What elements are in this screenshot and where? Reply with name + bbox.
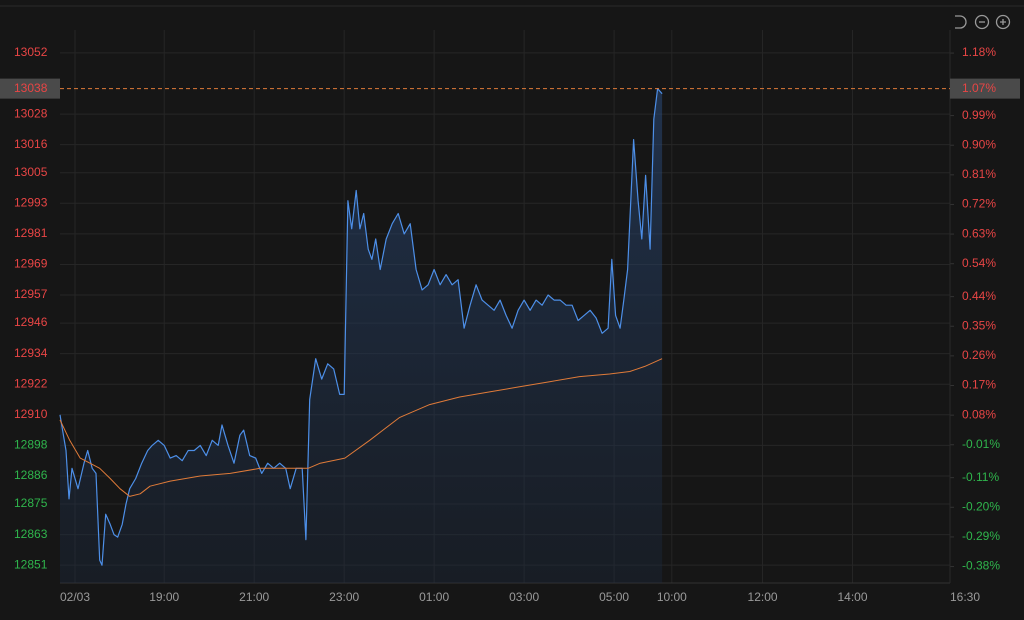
- y2-tick-label: 0.99%: [962, 108, 996, 122]
- x-tick-label: 23:00: [329, 590, 359, 604]
- y2-tick-label: 0.44%: [962, 289, 996, 303]
- y2-tick-label: -0.11%: [962, 470, 999, 484]
- y-tick-label: 12934: [14, 346, 48, 360]
- x-tick-label: 02/03: [60, 590, 90, 604]
- y2-tick-label: 1.18%: [962, 45, 996, 59]
- y-tick-label: 12863: [14, 527, 48, 541]
- y-tick-label: 13005: [14, 165, 48, 179]
- y2-tick-label: -0.01%: [962, 437, 1000, 451]
- x-tick-label: 05:00: [599, 590, 629, 604]
- y-tick-label: 12886: [14, 468, 48, 482]
- last-price-label: 13038: [14, 81, 48, 95]
- y-tick-label: 13016: [14, 137, 48, 151]
- y2-tick-label: -0.38%: [962, 559, 1000, 573]
- y-tick-label: 12946: [14, 315, 48, 329]
- average-line: [59, 358, 663, 497]
- x-tick-label: 14:00: [838, 590, 868, 604]
- y2-tick-label: 0.81%: [962, 167, 996, 181]
- x-tick-label: 21:00: [239, 590, 269, 604]
- y-tick-label: 12969: [14, 257, 48, 271]
- toolbar: [955, 14, 1011, 30]
- last-price-box: [0, 78, 60, 99]
- price-line: [59, 88, 663, 566]
- zoom-in-button[interactable]: [995, 14, 1011, 30]
- y2-tick-label: -0.20%: [962, 499, 1000, 513]
- y-tick-label: 12981: [14, 226, 48, 240]
- zoom-in-glyph: [1000, 19, 1006, 25]
- y2-tick-label: -0.29%: [962, 529, 1000, 543]
- x-tick-label: 10:00: [657, 590, 687, 604]
- reset-button[interactable]: [955, 15, 967, 29]
- y-tick-label: 12898: [14, 438, 48, 452]
- x-tick-label: 01:00: [419, 590, 449, 604]
- y-tick-label: 12851: [14, 557, 48, 571]
- y-tick-label: 12922: [14, 376, 48, 390]
- last-change-box: [950, 78, 1020, 99]
- y2-tick-label: 0.54%: [962, 256, 996, 270]
- y-tick-label: 12875: [14, 496, 48, 510]
- last-change-label: 1.07%: [962, 81, 996, 95]
- y-tick-label: 13052: [14, 45, 48, 59]
- y2-tick-label: 0.63%: [962, 226, 996, 240]
- y-tick-label: 12993: [14, 195, 48, 209]
- x-tick-label: 19:00: [149, 590, 179, 604]
- y-tick-label: 12957: [14, 287, 48, 301]
- y2-tick-label: 0.35%: [962, 318, 996, 332]
- y-tick-label: 13028: [14, 106, 48, 120]
- y2-tick-label: 0.90%: [962, 137, 996, 151]
- x-tick-label: 16:30: [950, 590, 980, 604]
- y2-tick-label: 0.08%: [962, 407, 996, 421]
- x-tick-label: 12:00: [748, 590, 778, 604]
- zoom-out-button[interactable]: [974, 14, 990, 30]
- x-tick-label: 03:00: [509, 590, 539, 604]
- y2-tick-label: 0.26%: [962, 348, 996, 362]
- y-tick-label: 12910: [14, 407, 48, 421]
- price-area: [60, 88, 663, 583]
- y2-tick-label: 0.17%: [962, 378, 996, 392]
- y2-tick-label: 0.72%: [962, 197, 996, 211]
